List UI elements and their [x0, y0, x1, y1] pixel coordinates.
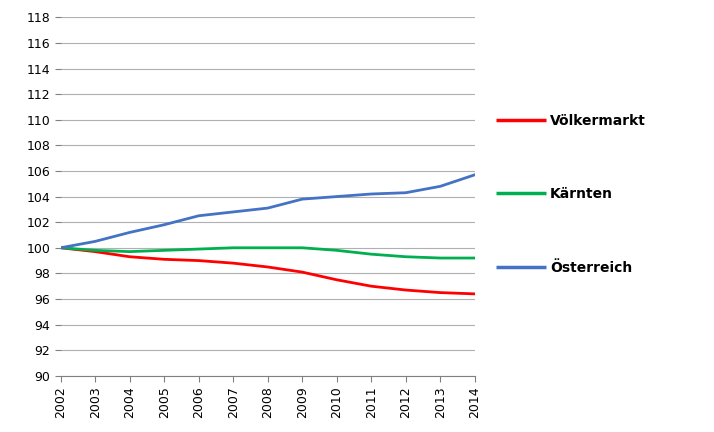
Text: Völkermarkt: Völkermarkt: [550, 114, 645, 128]
Text: Kärnten: Kärnten: [550, 187, 613, 201]
Text: Österreich: Österreich: [550, 261, 632, 275]
